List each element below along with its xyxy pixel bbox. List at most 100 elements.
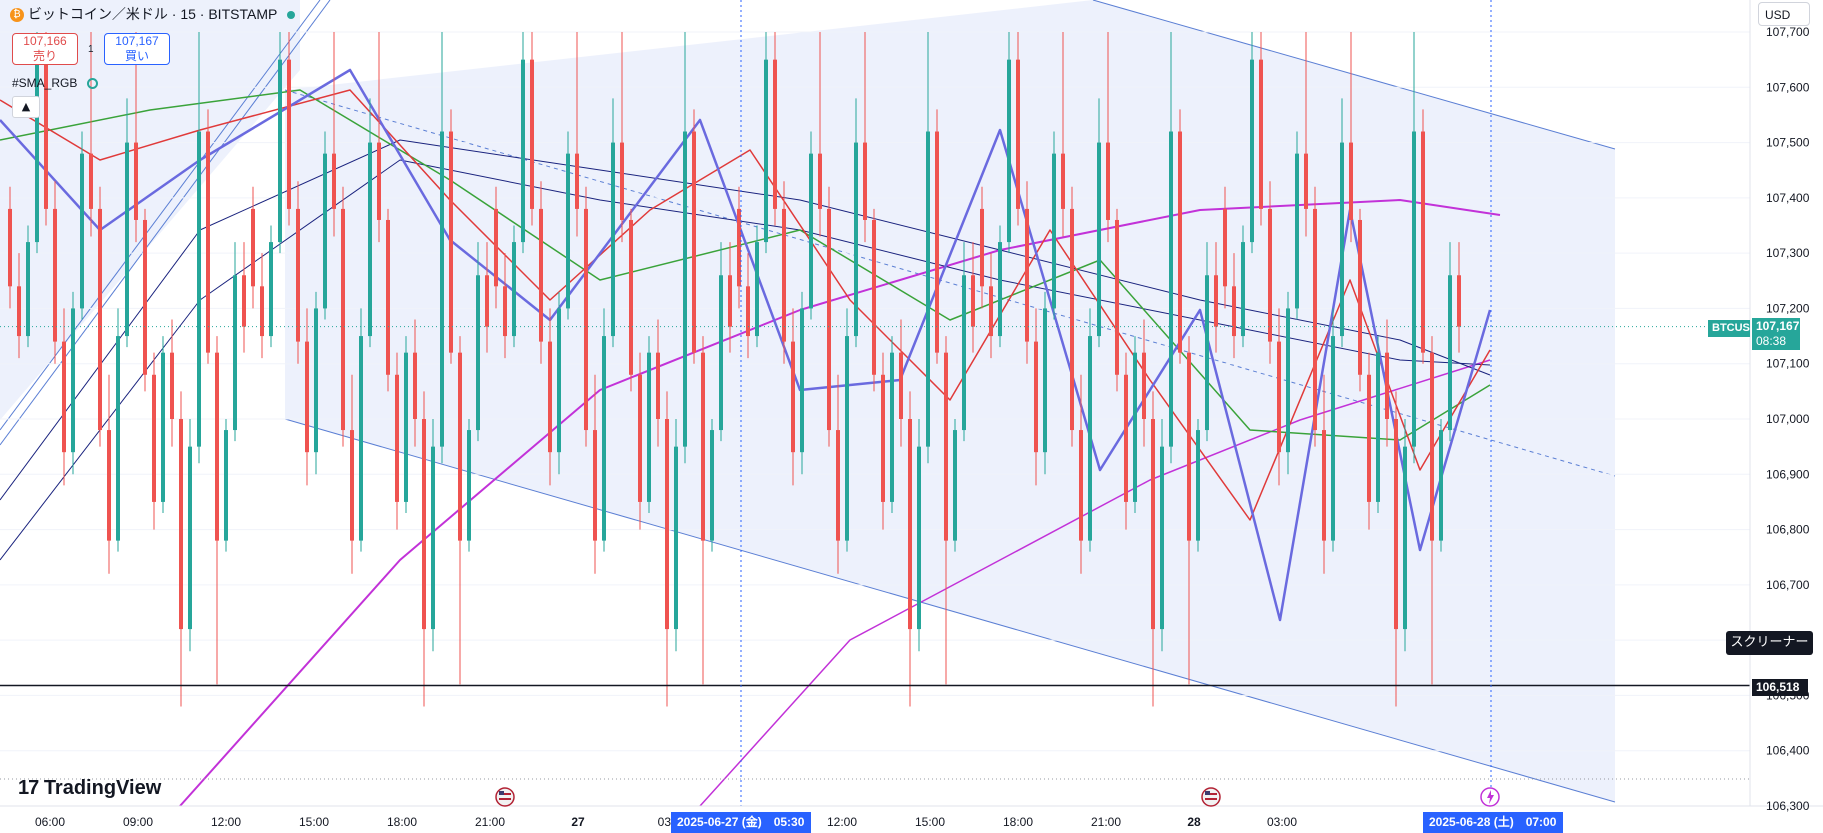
time-tick-label: 12:00	[211, 815, 241, 829]
candle-body	[1367, 374, 1371, 502]
candle	[422, 391, 426, 707]
ask-label: 買い	[124, 49, 149, 63]
buy-button[interactable]: 107,167 買い	[104, 33, 170, 65]
candle-body	[1097, 142, 1101, 337]
time-tick-label: 21:00	[1091, 815, 1121, 829]
symbol-tag-label: BTCUSD	[1712, 322, 1758, 334]
candle-body	[1232, 286, 1236, 337]
candle-body	[224, 430, 228, 541]
candle	[1322, 374, 1326, 574]
candle	[125, 98, 129, 348]
candle-body	[665, 419, 669, 630]
candle-body	[1304, 153, 1308, 209]
channel-upper-line[interactable]	[1092, 0, 1616, 150]
candle-body	[1160, 446, 1164, 630]
candle-body	[35, 59, 39, 243]
us-flag-icon[interactable]	[1201, 787, 1221, 807]
candle-body	[1043, 308, 1047, 453]
candle-body	[521, 59, 525, 243]
candle	[1430, 336, 1434, 685]
bolt-shape	[1487, 790, 1494, 804]
candle	[179, 391, 183, 707]
candle	[1133, 336, 1137, 513]
candle-body	[1214, 275, 1218, 327]
candle-body	[350, 430, 354, 541]
candle	[620, 32, 624, 243]
candle	[1259, 32, 1263, 226]
flag-canton	[499, 791, 504, 795]
settings-icon[interactable]	[86, 78, 98, 90]
time-tick-label: 21:00	[475, 815, 505, 829]
symbol-legend[interactable]: ₿ ビットコイン／米ドル · 15 · BITSTAMP	[10, 4, 295, 24]
candle-body	[863, 142, 867, 220]
candle	[584, 186, 588, 447]
candle-body	[746, 286, 750, 337]
candle	[1250, 32, 1254, 254]
candle-body	[1205, 275, 1209, 431]
candle	[1394, 391, 1398, 707]
candle	[53, 181, 57, 364]
horizontal-line-price-tag: 106,518	[1752, 679, 1808, 696]
candle-body	[458, 352, 462, 541]
candle	[512, 225, 516, 348]
candle	[917, 419, 921, 652]
candle-body	[1178, 131, 1182, 353]
channel-lower-line[interactable]	[284, 418, 1616, 803]
lightning-icon[interactable]	[1480, 787, 1500, 807]
candle	[1061, 32, 1065, 237]
candle-body	[125, 142, 129, 337]
candles	[8, 32, 1461, 707]
candle-body	[251, 208, 255, 287]
chevron-up-icon[interactable]: ▲	[12, 96, 40, 118]
left-channel-line-1[interactable]	[0, 0, 331, 446]
candle	[1277, 308, 1281, 486]
left-channel-line-2[interactable]	[0, 0, 321, 431]
candle-body	[1394, 419, 1398, 630]
candle-body	[269, 242, 273, 337]
candle	[737, 186, 741, 309]
candle	[1169, 32, 1173, 464]
overlay-lines	[0, 0, 1750, 806]
sell-button[interactable]: 107,166 売り	[12, 33, 78, 65]
currency-select[interactable]: USD	[1758, 2, 1810, 26]
price-tick-label: 106,300	[1766, 799, 1810, 813]
candle-body	[44, 59, 48, 209]
candle-body	[836, 430, 840, 541]
candle	[188, 419, 192, 652]
candle-body	[431, 446, 435, 630]
symbol-title: ビットコイン／米ドル · 15 · BITSTAMP	[27, 6, 278, 22]
price-tick-label: 107,500	[1766, 136, 1810, 150]
channel-mid-line[interactable]	[284, 89, 1616, 477]
candle	[269, 225, 273, 348]
candle	[1124, 352, 1128, 530]
candle	[143, 208, 147, 392]
candle-body	[1412, 131, 1416, 447]
event-markers[interactable]	[495, 787, 1500, 807]
candle	[1088, 308, 1092, 552]
us-flag-icon[interactable]	[495, 787, 515, 807]
candle-body	[737, 208, 741, 287]
tradingview-logo[interactable]: 17 TradingView	[18, 777, 161, 800]
time-tick-label: 15:00	[915, 815, 945, 829]
candle-body	[494, 208, 498, 287]
candle	[359, 308, 363, 552]
candle	[1196, 419, 1200, 552]
candle	[287, 32, 291, 226]
candle	[440, 32, 444, 464]
indicator-label[interactable]: #SMA_RGB	[12, 76, 98, 90]
candle-body	[278, 59, 282, 243]
candle	[755, 225, 759, 348]
candle-body	[917, 446, 921, 630]
candle	[890, 336, 894, 513]
candle	[80, 131, 84, 320]
screener-button[interactable]: スクリーナー	[1726, 631, 1813, 655]
candle	[26, 225, 30, 348]
price-axis[interactable]: 106,300106,400106,500106,600106,700106,8…	[1766, 25, 1810, 813]
candle	[1232, 253, 1236, 359]
candle	[206, 109, 210, 364]
candle-body	[845, 336, 849, 541]
candle-body	[8, 208, 12, 287]
candle-body	[998, 242, 1002, 337]
candle	[1142, 319, 1146, 447]
